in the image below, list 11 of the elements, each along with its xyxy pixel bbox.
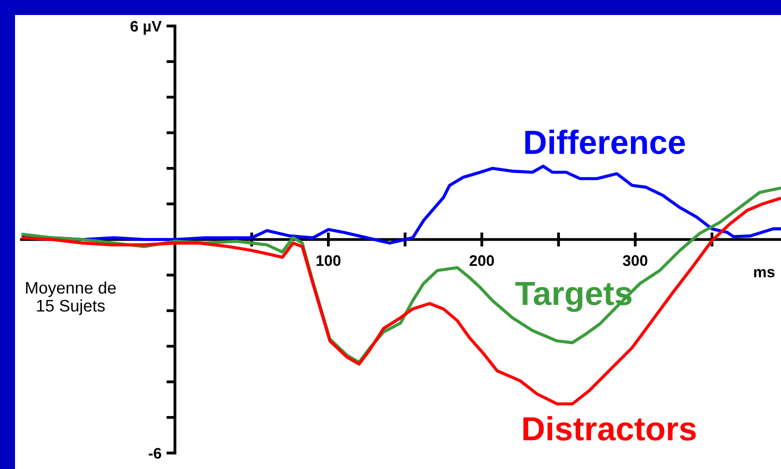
line-series: [22, 197, 781, 406]
x-axis-title: ms: [754, 269, 775, 278]
y-tick-label: 6 µV: [130, 20, 162, 35]
y-tick-label: -6: [148, 448, 162, 459]
line-series: [22, 164, 781, 245]
x-tick-label: 300: [622, 255, 648, 266]
x-tick-label: 200: [470, 255, 494, 266]
x-tick-label: 100: [316, 255, 340, 266]
annotation: Moyenne de 15 Sujets: [26, 281, 116, 315]
series-label: Difference: [525, 130, 685, 154]
series-label: Distractors: [523, 416, 696, 441]
